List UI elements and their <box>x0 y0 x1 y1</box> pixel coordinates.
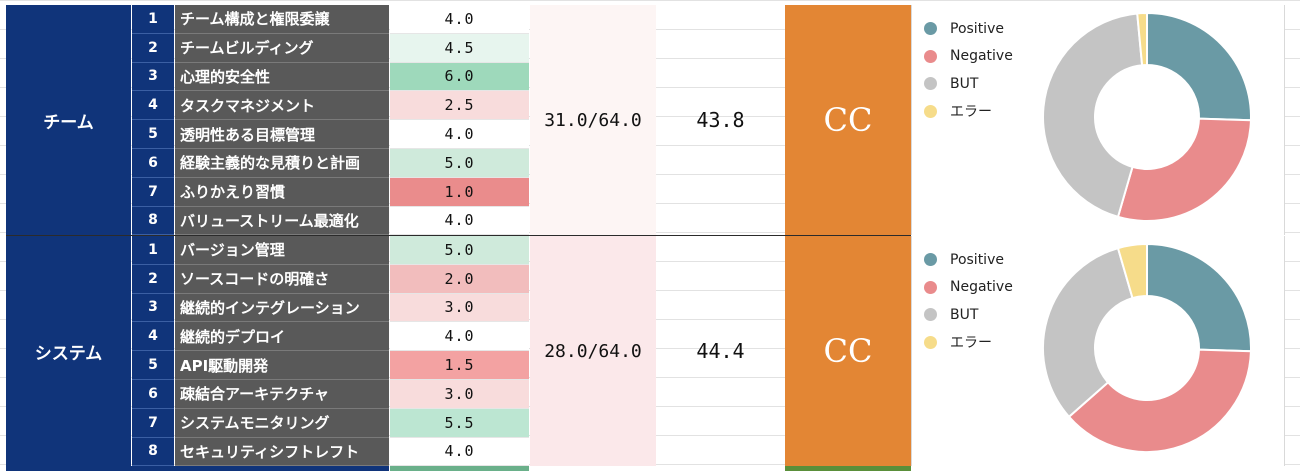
item-score[interactable]: 4.0 <box>390 5 529 34</box>
item-score[interactable]: 5.0 <box>390 149 529 178</box>
donut-slice-but <box>1042 246 1134 419</box>
legend-label: Positive <box>950 251 1004 268</box>
item-score[interactable]: 3.0 <box>390 380 529 409</box>
legend-item: Positive <box>922 246 1013 274</box>
item-number: 3 <box>132 293 174 323</box>
item-name: チーム構成と権限委譲 <box>175 5 389 34</box>
item-number: 7 <box>132 408 174 438</box>
donut-slice-error <box>1116 242 1148 300</box>
item-score[interactable]: 4.0 <box>390 437 529 467</box>
legend-swatch-icon <box>924 280 937 294</box>
item-name: 経験主義的な見積りと計画 <box>175 149 389 178</box>
donut-slice-but <box>1042 12 1144 219</box>
item-number: 2 <box>132 33 174 63</box>
result-donut-chart: Positive Negative BUT エラー <box>911 5 1285 236</box>
donut-slice-positive <box>1146 242 1252 353</box>
item-score[interactable]: 4.0 <box>390 322 529 352</box>
legend-swatch-icon <box>924 49 937 63</box>
legend-label: BUT <box>950 306 979 323</box>
donut-slice-error <box>1136 11 1148 67</box>
item-name: バリューストリーム最適化 <box>175 206 389 236</box>
chart-legend: Positive Negative BUT エラー <box>922 246 1013 356</box>
legend-swatch-icon <box>924 253 937 267</box>
legend-label: BUT <box>950 75 979 92</box>
item-score[interactable]: 5.0 <box>390 236 529 265</box>
legend-label: Negative <box>950 48 1013 65</box>
item-number: 1 <box>132 5 174 34</box>
donut-slice-positive <box>1146 11 1252 122</box>
item-name: タスクマネジメント <box>175 91 389 121</box>
item-score[interactable]: 6.0 <box>390 62 529 92</box>
item-score[interactable]: 2.5 <box>390 91 529 121</box>
legend-swatch-icon <box>924 22 937 36</box>
item-name: 心理的安全性 <box>175 62 389 92</box>
item-name: API駆動開発 <box>175 351 389 380</box>
section-divider <box>6 235 911 236</box>
donut-chart <box>1042 11 1252 222</box>
item-name: バージョン管理 <box>175 236 389 265</box>
item-number: 4 <box>132 91 174 121</box>
legend-item: Negative <box>922 43 1013 71</box>
legend-item: エラー <box>922 98 1013 126</box>
next-row-strip <box>785 466 911 471</box>
item-number: 6 <box>132 380 174 409</box>
item-score[interactable]: 1.0 <box>390 177 529 207</box>
legend-item: BUT <box>922 70 1013 98</box>
donut-slice-negative <box>1067 348 1252 453</box>
category-label: システム <box>6 236 131 467</box>
legend-item: Positive <box>922 15 1013 43</box>
item-score[interactable]: 5.5 <box>390 408 529 438</box>
item-score[interactable]: 4.5 <box>390 33 529 63</box>
legend-label: エラー <box>950 335 992 352</box>
legend-swatch-icon <box>924 308 937 322</box>
item-name: 透明性ある目標管理 <box>175 120 389 149</box>
section-percent: 44.4 <box>696 339 745 364</box>
item-number: 5 <box>132 120 174 149</box>
item-score[interactable]: 1.5 <box>390 351 529 380</box>
donut-chart <box>1042 242 1252 453</box>
section-total: 28.0/64.0 <box>530 236 656 467</box>
item-name: 継続的デプロイ <box>175 322 389 352</box>
section-percent: 43.8 <box>696 108 745 133</box>
legend-swatch-icon <box>924 77 937 91</box>
item-number: 8 <box>132 437 174 467</box>
section-grade-badge: CC <box>785 5 911 236</box>
item-score[interactable]: 4.0 <box>390 206 529 236</box>
item-score[interactable]: 4.0 <box>390 120 529 149</box>
legend-item: Negative <box>922 274 1013 302</box>
legend-label: Positive <box>950 20 1004 37</box>
legend-swatch-icon <box>924 104 937 118</box>
item-name: 継続的インテグレーション <box>175 293 389 323</box>
legend-item: BUT <box>922 301 1013 329</box>
item-number: 7 <box>132 177 174 207</box>
legend-label: エラー <box>950 104 992 121</box>
legend-label: Negative <box>950 279 1013 296</box>
item-name: セキュリティシフトレフト <box>175 437 389 467</box>
item-name: チームビルディング <box>175 33 389 63</box>
donut-slice-negative <box>1116 117 1252 222</box>
category-label: チーム <box>6 5 131 236</box>
next-row-strip <box>390 466 529 471</box>
item-number: 1 <box>132 236 174 265</box>
legend-swatch-icon <box>924 335 937 349</box>
item-name: 疎結合アーキテクチャ <box>175 380 389 409</box>
item-score[interactable]: 2.0 <box>390 264 529 294</box>
item-number: 6 <box>132 149 174 178</box>
legend-item: エラー <box>922 329 1013 357</box>
item-number: 8 <box>132 206 174 236</box>
item-number: 2 <box>132 264 174 294</box>
item-name: ふりかえり習慣 <box>175 177 389 207</box>
section-grade-badge: CC <box>785 236 911 467</box>
item-score[interactable]: 3.0 <box>390 293 529 323</box>
item-number: 3 <box>132 62 174 92</box>
item-name: ソースコードの明確さ <box>175 264 389 294</box>
item-number: 4 <box>132 322 174 352</box>
chart-legend: Positive Negative BUT エラー <box>922 15 1013 125</box>
item-name: システムモニタリング <box>175 408 389 438</box>
section-total: 31.0/64.0 <box>530 5 656 236</box>
result-donut-chart: Positive Negative BUT エラー <box>911 236 1285 467</box>
next-row-strip <box>6 466 389 471</box>
item-number: 5 <box>132 351 174 380</box>
